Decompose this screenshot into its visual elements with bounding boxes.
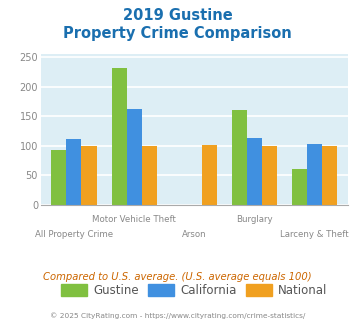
Bar (51, 150, 66, 205)
Bar (247, 138, 262, 205)
Bar (142, 146, 157, 205)
Text: Larceny & Theft: Larceny & Theft (280, 230, 349, 239)
Bar (292, 169, 307, 205)
Legend: Gustine, California, National: Gustine, California, National (57, 280, 332, 302)
Text: Property Crime Comparison: Property Crime Comparison (63, 26, 292, 41)
Text: Motor Vehicle Theft: Motor Vehicle Theft (92, 215, 176, 224)
Bar (202, 145, 217, 205)
Text: Burglary: Burglary (236, 215, 273, 224)
Bar (127, 109, 142, 205)
Bar (111, 68, 127, 205)
Bar (66, 139, 81, 205)
Bar (232, 111, 247, 205)
Bar (322, 146, 337, 205)
Bar (307, 144, 322, 205)
Text: Compared to U.S. average. (U.S. average equals 100): Compared to U.S. average. (U.S. average … (43, 272, 312, 282)
Text: © 2025 CityRating.com - https://www.cityrating.com/crime-statistics/: © 2025 CityRating.com - https://www.city… (50, 312, 305, 318)
Text: 2019 Gustine: 2019 Gustine (122, 8, 233, 23)
Bar (81, 146, 97, 205)
Bar (262, 146, 277, 205)
Text: Arson: Arson (182, 230, 207, 239)
Text: All Property Crime: All Property Crime (35, 230, 113, 239)
